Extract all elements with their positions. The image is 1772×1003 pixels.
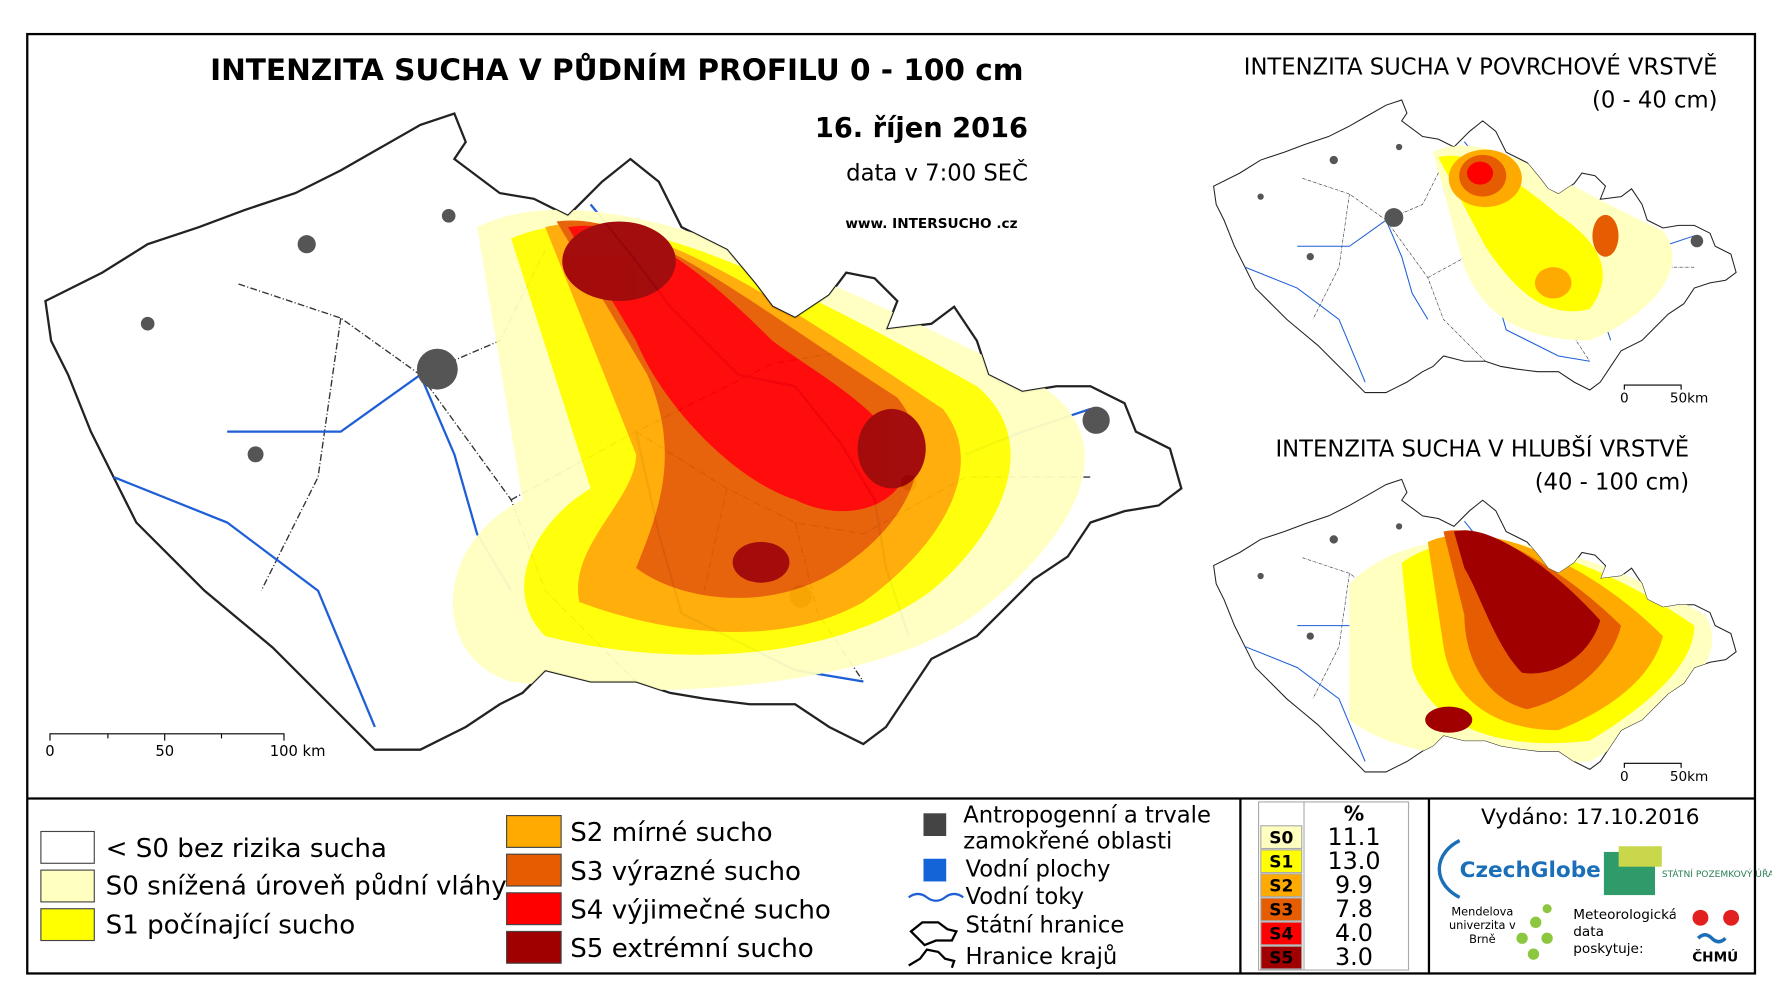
legend-swatch	[506, 930, 562, 964]
inset-title: INTENZITA SUCHA V HLUBŠÍ VRSTVĚ	[1275, 434, 1689, 462]
table-class: S4	[1269, 925, 1293, 945]
legend-swatch	[40, 908, 95, 942]
legend-swatch	[40, 869, 95, 903]
legend	[40, 815, 562, 964]
inset-title: INTENZITA SUCHA V POVRCHOVÉ VRSTVĚ	[1244, 53, 1718, 81]
scale-label: 0	[1620, 391, 1629, 407]
table-value: 3.0	[1335, 943, 1373, 971]
table-value: 7.8	[1335, 895, 1373, 923]
legend-swatch	[40, 830, 95, 864]
website: www. INTERSUCHO .cz	[845, 216, 1017, 232]
legend-swatch	[506, 892, 562, 926]
legend-swatch	[506, 853, 562, 887]
inset-surface-map	[1214, 100, 1737, 393]
table-class: S2	[1269, 876, 1293, 896]
legend-label: S5 extrémní sucho	[570, 934, 814, 964]
inset-subtitle: (40 - 100 cm)	[1535, 469, 1689, 495]
feature-label: Hranice krajů	[966, 943, 1118, 970]
inset-subtitle: (0 - 40 cm)	[1592, 88, 1718, 114]
table-value: 13.0	[1327, 847, 1380, 875]
legend-label: < S0 bez rizika sucha	[106, 834, 387, 864]
legend-label: S3 výrazné sucho	[570, 857, 801, 887]
feature-label: Vodní toky	[966, 884, 1085, 910]
scale-label: 50km	[1670, 769, 1709, 785]
table-swatch	[1260, 897, 1303, 922]
data-time: data v 7:00 SEČ	[846, 158, 1028, 186]
scale-label: 50	[155, 743, 174, 760]
legend-label: S0 snížená úroveň půdní vláhy	[106, 872, 507, 902]
date: 16. říjen 2016	[815, 113, 1028, 144]
inset-deep-map	[1214, 479, 1737, 772]
logo-chmu-note: Meteorologická data poskytuje:	[1573, 906, 1676, 957]
table-value: 11.1	[1327, 823, 1380, 851]
table-swatch	[1260, 945, 1303, 970]
table-header: %	[1344, 801, 1364, 825]
table-value: 4.0	[1335, 919, 1373, 947]
table-class: S3	[1269, 901, 1293, 921]
table-value: 9.9	[1335, 871, 1373, 899]
legend-label: S1 počínající sucho	[106, 910, 356, 940]
issued: Vydáno: 17.10.2016	[1481, 805, 1699, 830]
legend-label: S4 výjimečné sucho	[570, 895, 831, 925]
logo-mendel: Mendelova univerzita v Brně	[1448, 906, 1516, 947]
logo-spu: STÁTNÍ POZEMKOVÝ ÚŘAD	[1662, 868, 1772, 880]
logo-chmu: ČHMÚ	[1692, 948, 1738, 966]
title: INTENZITA SUCHA V PŮDNÍM PROFILU 0 - 100…	[210, 51, 1023, 87]
scale-bar: 0 50 100 km	[45, 733, 326, 760]
legend-label: S2 mírné sucho	[570, 818, 772, 848]
legend-swatch	[506, 815, 562, 848]
logos: CzechGlobe STÁTNÍ POZEMKOVÝ ÚŘAD Mendelo…	[1437, 839, 1772, 966]
table-swatch	[1260, 921, 1303, 946]
scale-label: 50km	[1670, 391, 1709, 407]
table-swatch	[1260, 873, 1303, 898]
main-map	[45, 114, 1181, 750]
scale-label: 0	[1620, 769, 1629, 785]
scale-label: 0	[45, 743, 54, 760]
stats-table: % S0 11.1 S1 13.0 S2 9.9 S3 7.8 S4 4.0 S5 3.0	[1258, 801, 1410, 971]
table-class: S1	[1269, 852, 1293, 872]
table-class: S5	[1269, 949, 1293, 969]
feature-label: Státní hranice	[966, 912, 1125, 938]
feature-legend: Antropogenní a trvale zamokřené oblasti …	[908, 801, 1211, 970]
scale-label: 100 km	[270, 743, 326, 760]
scale-bar	[1623, 762, 1682, 768]
feature-label: Vodní plochy	[966, 857, 1111, 883]
table-swatch	[1260, 825, 1303, 850]
scale-bar	[1623, 384, 1682, 390]
table-class: S0	[1269, 828, 1293, 848]
logo-czechglobe: CzechGlobe	[1460, 858, 1601, 883]
table-swatch	[1260, 849, 1303, 874]
feature-label: Antropogenní a trvale zamokřené oblasti	[963, 801, 1211, 855]
